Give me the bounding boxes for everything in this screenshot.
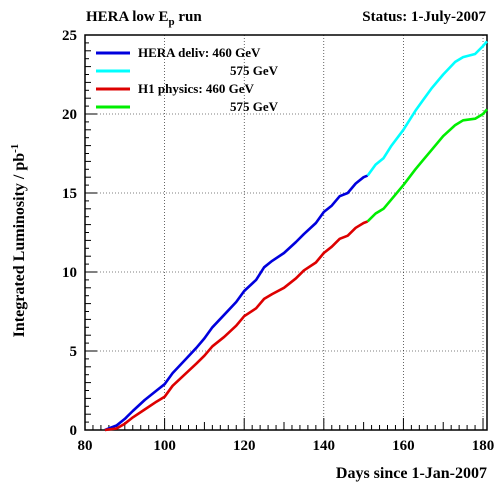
x-axis-label: Days since 1-Jan-2007	[336, 465, 487, 482]
y-axis-label-exponent: -1	[9, 144, 21, 153]
chart-title-subscript: p	[168, 16, 175, 28]
chart-title: HERA low Ep run	[86, 9, 202, 28]
y-axis-label-text: Integrated Luminosity / pb	[11, 153, 28, 338]
series-lines	[104, 40, 488, 432]
x-tick-label: 100	[153, 438, 176, 454]
x-tick-label: 80	[78, 438, 93, 454]
y-tick-label: 10	[62, 265, 77, 281]
legend-label-3: 575 GeV	[230, 99, 279, 114]
chart-title-suffix: run	[174, 9, 202, 25]
legend: HERA deliv: 460 GeV 575 GeV H1 physics: 46…	[96, 45, 279, 114]
y-tick-label: 15	[62, 186, 77, 202]
legend-label-0: HERA deliv: 460 GeV	[138, 45, 261, 60]
y-tick-label: 0	[70, 423, 78, 439]
legend-label-1: 575 GeV	[230, 63, 279, 78]
y-tick-label: 20	[62, 107, 77, 123]
status-label: Status: 1-July-2007	[362, 9, 486, 25]
series-line-0	[104, 174, 369, 432]
chart-title-main: HERA low E	[86, 9, 169, 25]
legend-label-2: H1 physics: 460 GeV	[138, 81, 255, 96]
x-tick-label: 120	[233, 438, 256, 454]
x-tick-label: 180	[472, 438, 495, 454]
series-line-3	[366, 108, 488, 223]
x-tick-label: 160	[392, 438, 415, 454]
tick-labels: 80 100 120 140 160 180 0 5 10 15 20 25	[62, 28, 494, 454]
grid-lines	[85, 35, 487, 430]
y-tick-label: 5	[70, 344, 78, 360]
y-tick-label: 25	[62, 28, 77, 44]
series-line-1	[366, 40, 488, 177]
series-line-2	[104, 220, 369, 432]
y-axis-label: Integrated Luminosity / pb-1	[9, 144, 28, 338]
x-tick-label: 140	[313, 438, 336, 454]
